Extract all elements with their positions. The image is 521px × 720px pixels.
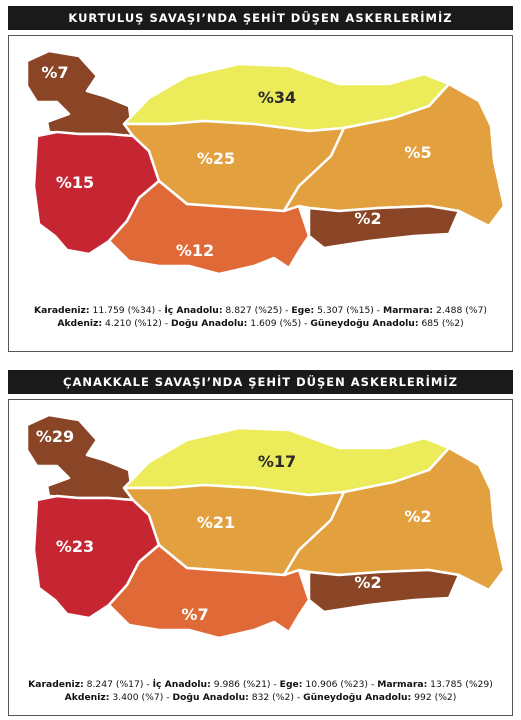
region-label-dogu-anadolu: %2: [404, 507, 431, 526]
region-label-marmara: %29: [36, 427, 74, 446]
region-guneydogu-anadolu: [307, 568, 461, 614]
region-label-dogu-anadolu: %5: [404, 143, 431, 162]
stat-value: 13.785 (%29): [430, 679, 493, 690]
region-label-karadeniz: %17: [258, 452, 296, 471]
stat-value: 10.906 (%23): [305, 679, 369, 690]
region-label-ic-anadolu: %25: [197, 149, 235, 168]
region-label-guneydogu-anadolu: %2: [354, 573, 381, 592]
map-panel-canakkale: %29 %17 %23 %21 %2 %2 %7 Karadeniz: 8.24…: [8, 399, 513, 716]
stat-value: 8.247 (%17): [86, 679, 144, 690]
stat-name: Karadeniz:: [34, 305, 90, 316]
stat-name: Ege:: [291, 305, 315, 316]
stat-value: 5.307 (%15): [317, 305, 374, 316]
stat-name: Güneydoğu Anadolu:: [310, 318, 419, 329]
region-label-ege: %15: [56, 173, 94, 192]
stat-value: 685 (%2): [421, 318, 464, 329]
stat-name: Akdeniz:: [57, 318, 103, 329]
stat-name: İç Anadolu:: [164, 305, 223, 316]
region-guneydogu-anadolu: [307, 204, 461, 250]
region-label-guneydogu-anadolu: %2: [354, 209, 381, 228]
stat-name: Karadeniz:: [28, 679, 84, 690]
panel-title: ÇANAKKALE SAVAŞI’NDA ŞEHİT DÜŞEN ASKERLE…: [8, 370, 513, 394]
stat-name: Ege:: [279, 679, 303, 690]
panel-title: KURTULUŞ SAVAŞI’NDA ŞEHİT DÜŞEN ASKERLER…: [8, 6, 513, 30]
stat-value: 8.827 (%25): [225, 305, 283, 316]
stat-name: Doğu Anadolu:: [172, 692, 249, 703]
stat-value: 2.488 (%7): [436, 305, 487, 316]
stat-name: Doğu Anadolu:: [170, 318, 248, 329]
stat-value: 11.759 (%34): [92, 305, 156, 316]
stat-name: Güneydoğu Anadolu:: [303, 692, 412, 703]
region-label-ege: %23: [56, 537, 94, 556]
statistics-caption: Karadeniz: 8.247 (%17) - İç Anadolu: 9.9…: [28, 679, 493, 703]
region-label-akdeniz: %12: [176, 241, 214, 260]
stat-value: 832 (%2): [251, 692, 294, 703]
stat-name: İç Anadolu:: [152, 679, 211, 690]
statistics-caption: Karadeniz: 11.759 (%34) - İç Anadolu: 8.…: [34, 305, 487, 329]
turkey-region-map: %29 %17 %23 %21 %2 %2 %7: [25, 413, 506, 640]
stat-value: 9.986 (%21): [213, 679, 271, 690]
stat-name: Marmara:: [383, 305, 434, 316]
stat-value: 992 (%2): [414, 692, 457, 703]
region-label-akdeniz: %7: [181, 605, 208, 624]
turkey-region-map: %7 %34 %15 %25 %5 %2 %12: [25, 49, 506, 276]
map-panel-kurtulus: %7 %34 %15 %25 %5 %2 %12 Karadeniz: 11.7…: [8, 35, 513, 352]
region-label-marmara: %7: [41, 63, 68, 82]
stat-value: 4.210 (%12): [105, 318, 162, 329]
region-label-ic-anadolu: %21: [197, 513, 235, 532]
stat-value: 3.400 (%7): [112, 692, 164, 703]
region-label-karadeniz: %34: [258, 88, 296, 107]
stat-name: Marmara:: [377, 679, 428, 690]
stat-name: Akdeniz:: [64, 692, 110, 703]
stat-value: 1.609 (%5): [250, 318, 302, 329]
